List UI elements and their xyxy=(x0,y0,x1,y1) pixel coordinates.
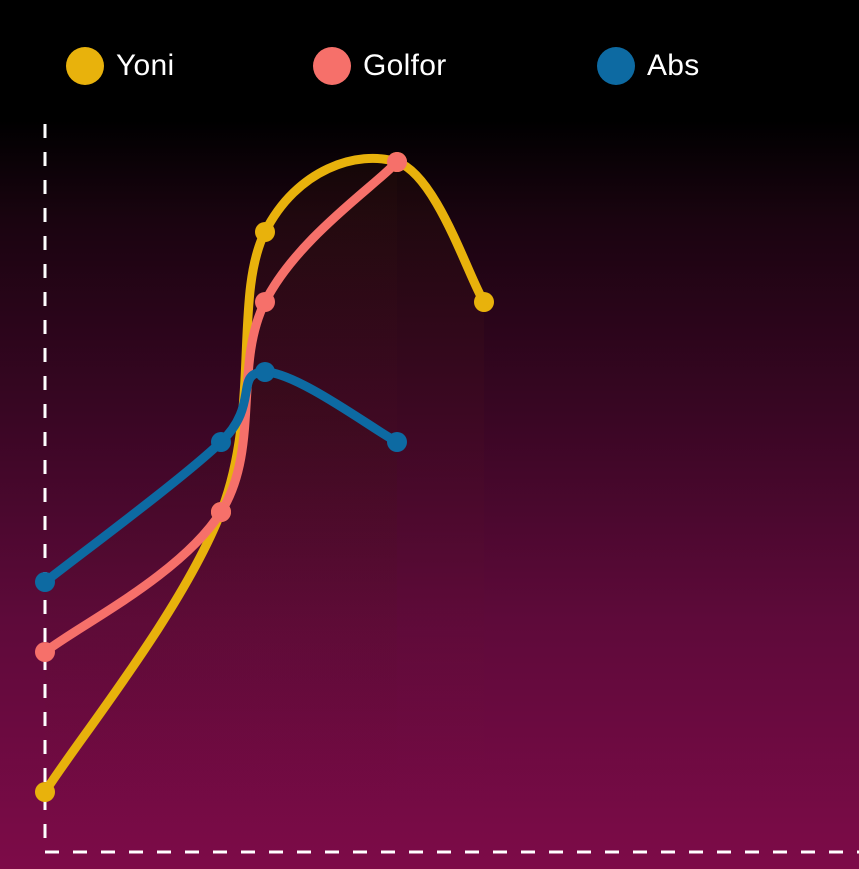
series-line-golfor xyxy=(40,157,402,657)
point-abs-2[interactable] xyxy=(255,362,275,382)
legend-swatch-abs xyxy=(597,47,635,85)
point-golfor-2[interactable] xyxy=(255,292,275,312)
legend-swatch-yoni xyxy=(66,47,104,85)
series-points xyxy=(35,152,494,802)
legend-label-yoni: Yoni xyxy=(116,49,175,82)
point-abs-3[interactable] xyxy=(387,432,407,452)
point-yoni-2[interactable] xyxy=(255,222,275,242)
legend-swatch-golfor xyxy=(313,47,351,85)
axes xyxy=(43,124,859,854)
series-line-yoni xyxy=(40,153,489,797)
legend: Yoni Golfor Abs xyxy=(0,0,859,110)
legend-item-yoni[interactable]: Yoni xyxy=(66,38,175,94)
series-lines xyxy=(40,153,489,797)
point-golfor-1[interactable] xyxy=(211,502,231,522)
legend-label-abs: Abs xyxy=(647,49,700,82)
point-golfor-0[interactable] xyxy=(35,642,55,662)
legend-item-abs[interactable]: Abs xyxy=(597,38,700,94)
series-line-abs xyxy=(40,367,402,587)
area-abs xyxy=(45,372,397,852)
point-yoni-0[interactable] xyxy=(35,782,55,802)
point-abs-0[interactable] xyxy=(35,572,55,592)
point-abs-1[interactable] xyxy=(211,432,231,452)
point-yoni-4[interactable] xyxy=(474,292,494,312)
legend-label-golfor: Golfor xyxy=(363,49,447,82)
series-areas xyxy=(45,158,484,852)
legend-item-golfor[interactable]: Golfor xyxy=(313,38,447,94)
point-golfor-3[interactable] xyxy=(387,152,407,172)
